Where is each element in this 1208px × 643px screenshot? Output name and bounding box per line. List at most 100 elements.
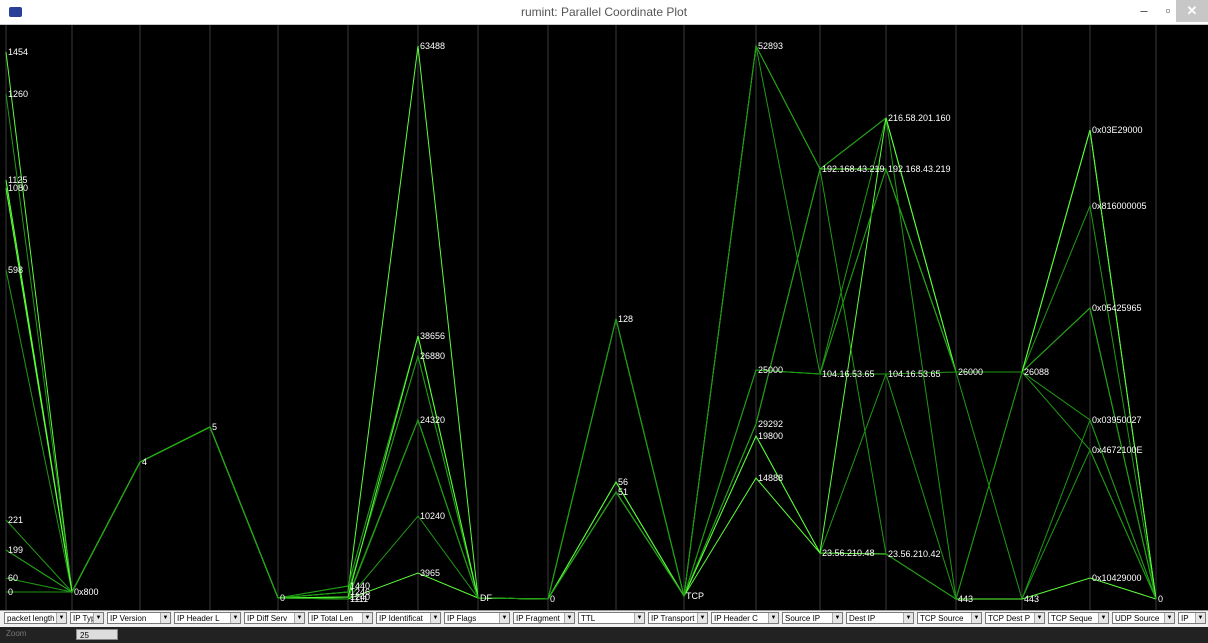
axis-value-label: 1440	[350, 581, 370, 591]
bottom-bar: Zoom 25	[0, 627, 1208, 643]
axis-dropdown[interactable]: IP Flags ▼	[444, 612, 510, 624]
axis-dropdown[interactable]: IP Diff Serv ▼	[244, 612, 305, 624]
data-polyline	[5, 45, 1157, 601]
axis-dropdown[interactable]: TCP Source ▼	[917, 612, 982, 624]
axis-dropdown-label: IP Version	[110, 614, 147, 623]
axis-value-label: 443	[958, 594, 973, 604]
data-polyline	[6, 168, 1157, 600]
axis-value-label: 1246	[350, 587, 370, 597]
chevron-down-icon[interactable]: ▼	[160, 613, 170, 623]
chevron-down-icon[interactable]: ▼	[1195, 613, 1205, 623]
axis-dropdown-label: TCP Dest P	[988, 614, 1031, 623]
chevron-down-icon[interactable]: ▼	[903, 613, 913, 623]
axis-dropdown[interactable]: IP Transport ▼	[648, 612, 708, 624]
chevron-down-icon[interactable]: ▼	[93, 613, 103, 623]
axis-value-label: 128	[618, 314, 633, 324]
axis-dropdown-label: TCP Source	[920, 614, 964, 623]
axis-dropdown[interactable]: TCP Dest P ▼	[985, 612, 1045, 624]
axis-dropdown[interactable]: IP Header L ▼	[174, 612, 241, 624]
data-polyline	[5, 117, 1157, 600]
axis-value-label: 23.56.210.48	[822, 548, 875, 558]
axis-value-label: 26000	[958, 367, 983, 377]
axis-dropdown-label: IP Identificat	[379, 614, 423, 623]
chevron-down-icon[interactable]: ▼	[971, 613, 981, 623]
title-bar: rumint: Parallel Coordinate Plot – ▫ ✕	[0, 0, 1208, 25]
axis-dropdown-label: IP Diff Serv	[247, 614, 288, 623]
data-polyline	[5, 371, 1157, 601]
axis-value-label: 216.58.201.160	[888, 113, 951, 123]
axis-value-label: 104.16.53.65	[888, 369, 941, 379]
axis-dropdown-label: TTL	[581, 614, 596, 623]
axis-dropdown[interactable]: Dest IP ▼	[846, 612, 914, 624]
axis-dropdown[interactable]: IP Total Len ▼	[308, 612, 373, 624]
zoom-label: Zoom	[6, 629, 27, 638]
chevron-down-icon[interactable]: ▼	[362, 613, 372, 623]
data-polyline	[5, 117, 1157, 600]
axis-value-label: 0x03E29000	[1092, 125, 1143, 135]
axis-dropdown-label: IP Header L	[177, 614, 220, 623]
axis-value-label: 5	[212, 422, 217, 432]
axis-dropdown-label: packet length	[7, 614, 55, 623]
chevron-down-icon[interactable]: ▼	[294, 613, 304, 623]
chevron-down-icon[interactable]: ▼	[697, 613, 707, 623]
axis-dropdown-label: IP Fragment	[516, 614, 560, 623]
axis-dropdown[interactable]: IP ▼	[1178, 612, 1206, 624]
chevron-down-icon[interactable]: ▼	[56, 613, 66, 623]
axis-value-label: 56	[618, 477, 628, 487]
axis-value-label: 0	[1158, 594, 1163, 604]
chevron-down-icon[interactable]: ▼	[430, 613, 440, 623]
axis-value-label: 0x10429000	[1092, 573, 1142, 583]
axis-value-label: 60	[8, 573, 18, 583]
axis-dropdown-label: Dest IP	[849, 614, 876, 623]
chevron-down-icon[interactable]: ▼	[499, 613, 509, 623]
minimize-button[interactable]: –	[1140, 3, 1148, 18]
axis-dropdown[interactable]: IP Identificat ▼	[376, 612, 441, 624]
axis-dropdown[interactable]: TTL ▼	[578, 612, 645, 624]
chevron-down-icon[interactable]: ▼	[832, 613, 842, 623]
axis-value-label: 192.168.43.219	[822, 164, 885, 174]
axis-dropdown[interactable]: Source IP ▼	[782, 612, 843, 624]
chevron-down-icon[interactable]: ▼	[768, 613, 778, 623]
chevron-down-icon[interactable]: ▼	[634, 613, 644, 623]
axis-dropdown[interactable]: UDP Source ▼	[1112, 612, 1175, 624]
axis-value-label: 598	[8, 265, 23, 275]
zoom-control[interactable]: 25	[76, 629, 118, 640]
axis-value-label: TCP	[686, 591, 704, 601]
axis-value-label: 10240	[420, 511, 445, 521]
axis-value-label: 443	[1024, 594, 1039, 604]
axis-value-label: 104.16.53.65	[822, 369, 875, 379]
close-button[interactable]: ✕	[1176, 0, 1208, 22]
data-polyline	[5, 167, 1157, 600]
axis-value-label: 0x4672100E	[1092, 445, 1143, 455]
axis-value-label: 0	[280, 593, 285, 603]
axis-dropdown[interactable]: IP Fragment ▼	[513, 612, 575, 624]
chevron-down-icon[interactable]: ▼	[564, 613, 574, 623]
axis-value-label: 0x03950027	[1092, 415, 1142, 425]
chevron-down-icon[interactable]: ▼	[1034, 613, 1044, 623]
chevron-down-icon[interactable]: ▼	[230, 613, 240, 623]
axis-value-label: 51	[618, 487, 628, 497]
axis-value-label: 14888	[758, 473, 783, 483]
maximize-button[interactable]: ▫	[1165, 3, 1171, 18]
axis-dropdown[interactable]: packet length ▼	[4, 612, 67, 624]
axis-value-label: 29292	[758, 419, 783, 429]
axis-dropdown[interactable]: IP Header C ▼	[711, 612, 779, 624]
axis-dropdown[interactable]: IP Version ▼	[107, 612, 171, 624]
window-title: rumint: Parallel Coordinate Plot	[520, 5, 688, 19]
axis-dropdown-label: IP Transport	[651, 614, 695, 623]
axis-value-label: 0	[8, 587, 13, 597]
chevron-down-icon[interactable]: ▼	[1098, 613, 1108, 623]
axis-value-label: 199	[8, 545, 23, 555]
axis-dropdown[interactable]: IP Type ▼	[70, 612, 104, 624]
axis-value-label: 1260	[8, 89, 28, 99]
axis-value-label: 1111	[350, 594, 368, 604]
axis-value-label: 1080	[8, 183, 28, 193]
axis-value-label: 25000	[758, 365, 783, 375]
axis-dropdown-label: UDP Source	[1115, 614, 1160, 623]
axis-value-label: 63488	[420, 41, 445, 51]
chevron-down-icon[interactable]: ▼	[1164, 613, 1174, 623]
data-polyline	[5, 167, 1157, 600]
axis-value-label: 26088	[1024, 367, 1049, 377]
axis-dropdown[interactable]: TCP Seque ▼	[1048, 612, 1109, 624]
